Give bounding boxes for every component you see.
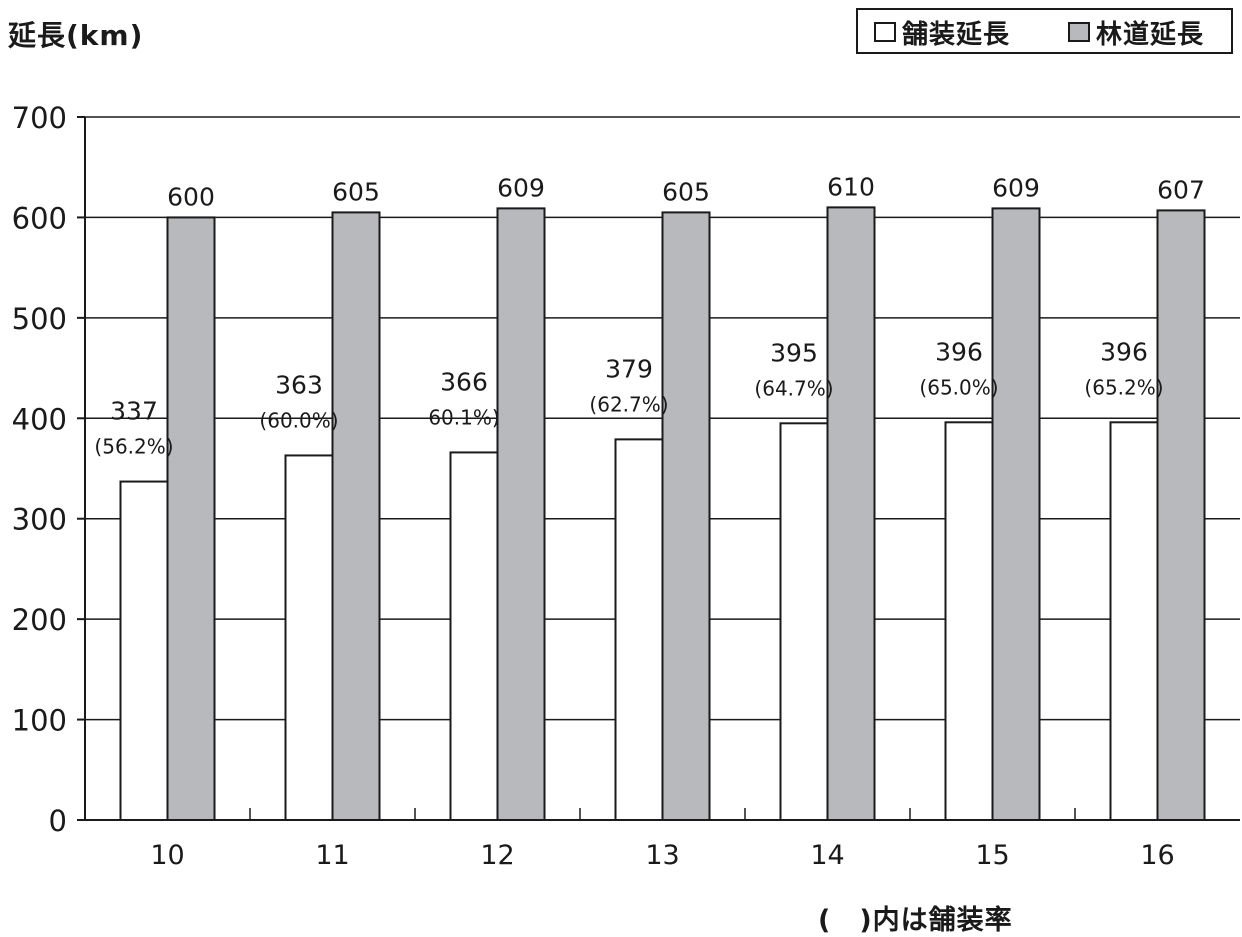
bar-paved [1109, 421, 1159, 821]
paved-rate-label: (64.7%) [754, 376, 833, 400]
y-tick-label: 700 [12, 101, 67, 135]
bar-paved [779, 422, 829, 821]
data-label-paved: 396 [935, 337, 983, 366]
paved-rate-label: (56.2%) [94, 435, 173, 459]
bar-paved [119, 480, 169, 821]
y-tick-label: 600 [12, 201, 67, 235]
x-tick-label: 15 [975, 840, 1009, 871]
bar-paved [614, 438, 664, 821]
y-tick-label: 100 [12, 704, 67, 738]
bar-paved [944, 421, 994, 821]
y-tick-label: 500 [12, 302, 67, 336]
data-label-paved: 396 [1100, 337, 1148, 366]
y-tick-label: 400 [12, 402, 67, 436]
data-label-forest: 609 [497, 173, 545, 202]
legend-swatch-forest [1068, 22, 1090, 42]
bar-paved [449, 451, 499, 821]
data-label-paved: 379 [605, 354, 653, 383]
data-label-forest: 610 [827, 172, 875, 201]
paved-rate-label: 60.1%) [428, 405, 499, 429]
bar-forest [166, 216, 216, 821]
data-label-forest: 609 [992, 173, 1040, 202]
bar-forest [991, 207, 1041, 821]
data-label-paved: 337 [110, 397, 158, 426]
data-label-paved: 366 [440, 367, 488, 396]
legend-item-paved: 舗装延長 [874, 16, 1011, 50]
x-tick-label: 11 [315, 840, 349, 871]
y-axis-unit-label: 延長(km) [8, 19, 144, 52]
bar-forest [496, 207, 546, 821]
x-tick-label: 16 [1140, 840, 1174, 871]
data-label-forest: 605 [662, 177, 710, 206]
y-tick-label: 200 [12, 603, 67, 637]
data-label-paved: 395 [770, 338, 818, 367]
paved-rate-label: (60.0%) [259, 408, 338, 432]
legend-item-forest: 林道延長 [1068, 16, 1205, 50]
paved-rate-label: (65.2%) [1084, 375, 1163, 399]
paved-rate-label: (65.0%) [919, 375, 998, 399]
bar-forest [331, 211, 381, 821]
bar-forest [661, 211, 711, 821]
data-label-paved: 363 [275, 370, 323, 399]
bar-forest [1156, 209, 1206, 822]
x-tick-label: 14 [810, 840, 844, 871]
bar-forest [826, 206, 876, 821]
y-tick-label: 300 [12, 503, 67, 537]
data-label-forest: 600 [167, 182, 215, 211]
x-tick-label: 13 [645, 840, 679, 871]
bar-paved [284, 454, 334, 821]
legend-label-paved: 舗装延長 [902, 19, 1011, 50]
legend: 舗装延長 林道延長 [856, 8, 1233, 54]
data-label-forest: 607 [1157, 175, 1205, 204]
x-tick-label: 12 [480, 840, 514, 871]
x-tick-label: 10 [150, 840, 184, 871]
paved-rate-note: ( )内は舗装率 [818, 905, 1013, 936]
y-tick-label: 0 [49, 804, 67, 838]
data-label-forest: 605 [332, 177, 380, 206]
paved-rate-label: (62.7%) [589, 392, 668, 416]
legend-swatch-paved [874, 22, 896, 42]
legend-label-forest: 林道延長 [1096, 19, 1205, 50]
